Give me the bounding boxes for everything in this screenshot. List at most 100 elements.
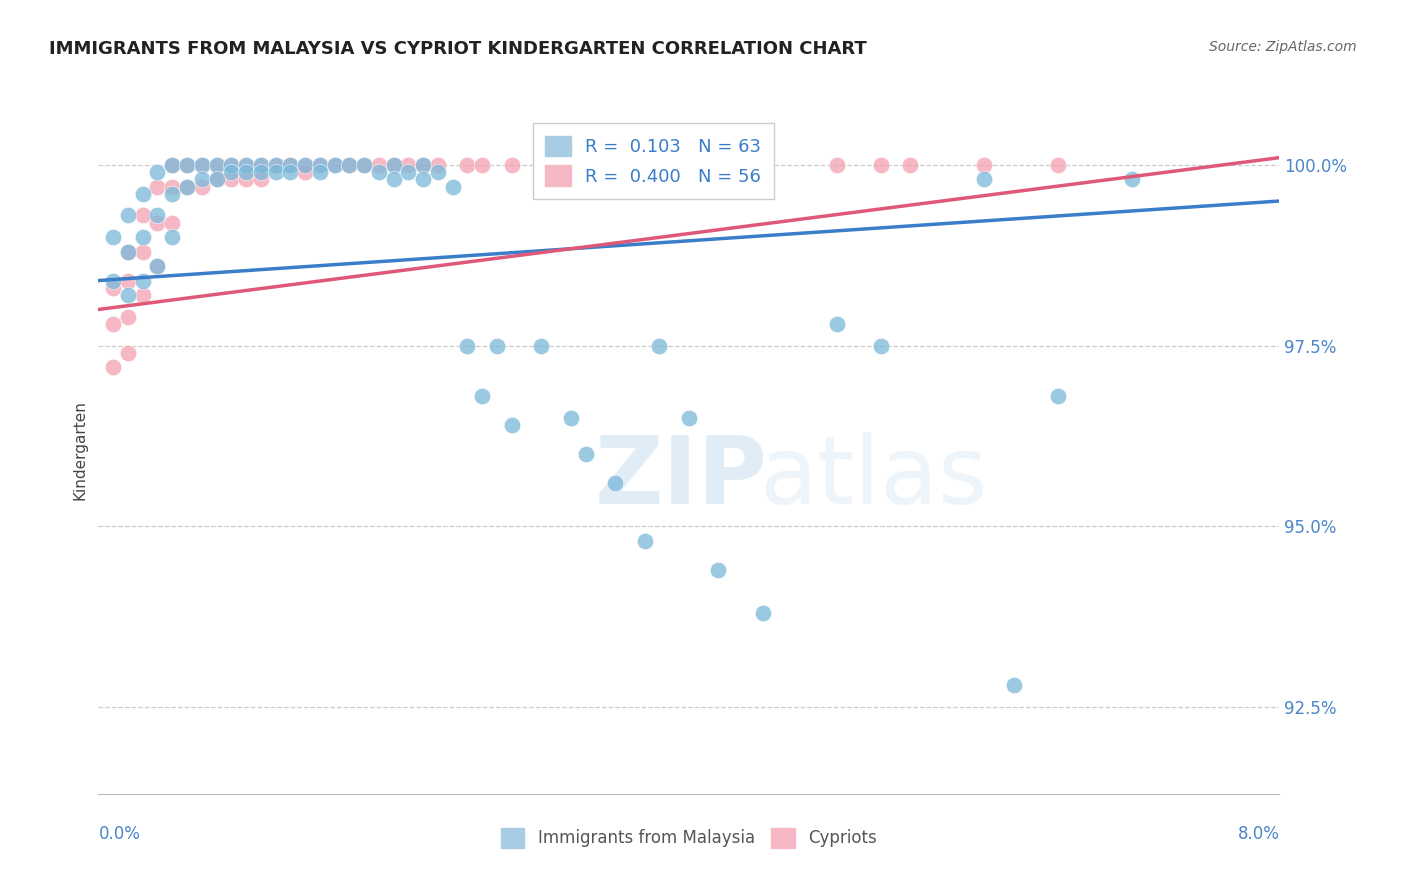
Point [176, 158, 198, 172]
Point [1046, 389, 1070, 403]
Point [294, 158, 316, 172]
Text: ZIP: ZIP [595, 432, 768, 524]
Point [441, 179, 464, 194]
Point [250, 165, 273, 179]
Point [250, 158, 273, 172]
Point [648, 158, 671, 172]
Point [323, 158, 346, 172]
Point [825, 317, 848, 331]
Point [382, 172, 405, 186]
Point [825, 158, 848, 172]
Point [117, 244, 139, 259]
Point [103, 274, 125, 288]
Point [294, 158, 316, 172]
Point [146, 209, 169, 223]
Point [176, 179, 198, 194]
Point [264, 165, 287, 179]
Point [560, 411, 582, 425]
Text: IMMIGRANTS FROM MALAYSIA VS CYPRIOT KINDERGARTEN CORRELATION CHART: IMMIGRANTS FROM MALAYSIA VS CYPRIOT KIND… [49, 40, 868, 58]
Point [353, 158, 375, 172]
Point [103, 281, 125, 295]
Point [146, 259, 169, 273]
Point [412, 172, 434, 186]
Text: Source: ZipAtlas.com: Source: ZipAtlas.com [1209, 40, 1357, 54]
Point [191, 179, 214, 194]
Point [323, 158, 346, 172]
Point [560, 158, 582, 172]
Point [205, 172, 228, 186]
Point [398, 165, 420, 179]
Point [162, 186, 183, 201]
Point [191, 158, 214, 172]
Point [427, 158, 450, 172]
Point [471, 158, 494, 172]
Point [530, 338, 553, 352]
Point [427, 165, 450, 179]
Point [398, 158, 420, 172]
Legend: Immigrants from Malaysia, Cypriots: Immigrants from Malaysia, Cypriots [495, 822, 883, 855]
Point [191, 172, 214, 186]
Point [132, 274, 155, 288]
Point [870, 158, 893, 172]
Point [191, 158, 214, 172]
Point [264, 158, 287, 172]
Point [707, 563, 730, 577]
Point [707, 158, 730, 172]
Point [900, 158, 922, 172]
Point [162, 230, 183, 244]
Point [132, 230, 155, 244]
Point [162, 158, 183, 172]
Point [973, 158, 995, 172]
Point [752, 606, 775, 620]
Point [132, 186, 155, 201]
Point [309, 165, 332, 179]
Point [280, 165, 302, 179]
Point [221, 158, 243, 172]
Point [280, 158, 302, 172]
Point [117, 346, 139, 360]
Point [309, 158, 332, 172]
Point [205, 172, 228, 186]
Point [103, 360, 125, 375]
Point [648, 338, 671, 352]
Point [575, 447, 598, 461]
Point [162, 216, 183, 230]
Y-axis label: Kindergarten: Kindergarten [72, 401, 87, 500]
Point [250, 158, 273, 172]
Point [471, 389, 494, 403]
Point [339, 158, 361, 172]
Point [575, 158, 598, 172]
Point [250, 172, 273, 186]
Point [176, 179, 198, 194]
Point [339, 158, 361, 172]
Point [634, 533, 657, 548]
Point [412, 158, 434, 172]
Point [280, 158, 302, 172]
Point [162, 179, 183, 194]
Point [162, 158, 183, 172]
Point [605, 475, 627, 490]
Point [146, 165, 169, 179]
Point [1046, 158, 1070, 172]
Point [382, 158, 405, 172]
Point [368, 158, 391, 172]
Point [117, 209, 139, 223]
Point [221, 165, 243, 179]
Point [103, 230, 125, 244]
Point [752, 158, 775, 172]
Point [235, 165, 257, 179]
Point [132, 209, 155, 223]
Point [146, 216, 169, 230]
Point [264, 158, 287, 172]
Point [382, 158, 405, 172]
Point [368, 165, 391, 179]
Point [412, 158, 434, 172]
Point [117, 288, 139, 302]
Point [678, 158, 700, 172]
Point [146, 259, 169, 273]
Point [132, 288, 155, 302]
Point [501, 158, 523, 172]
Point [530, 158, 553, 172]
Text: atlas: atlas [759, 432, 988, 524]
Point [457, 338, 479, 352]
